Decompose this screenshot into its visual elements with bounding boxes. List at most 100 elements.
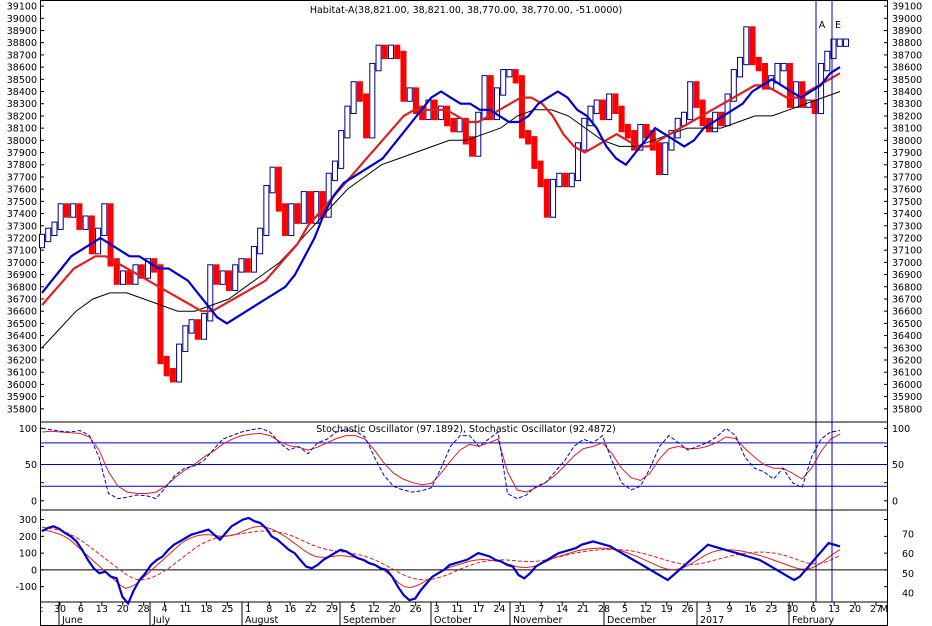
marker-label: E [835, 20, 841, 31]
x-tick-label: 31 [514, 604, 526, 615]
x-tick-label: 23 [765, 604, 777, 615]
price-bar [388, 44, 395, 60]
price-bar [263, 184, 270, 237]
y-tick-label-left: 38500 [7, 75, 37, 86]
y-tick-label-left: 39100 [7, 2, 37, 13]
y-tick-label-left: 100 [19, 549, 37, 560]
price-bar [836, 38, 843, 47]
x-tick-label: 13 [828, 604, 840, 615]
price-bar [88, 215, 95, 255]
y-tick-label-right: 36600 [892, 307, 922, 318]
price-bar [574, 142, 582, 182]
stochastic-fast-line [41, 427, 841, 500]
price-bar [412, 87, 419, 114]
price-bar [70, 203, 77, 218]
price-bar [188, 319, 195, 334]
y-tick-label-right: 39100 [892, 2, 922, 13]
x-tick-label: 21 [577, 604, 589, 615]
price-bar [244, 258, 251, 273]
y-tick-label-right: 38600 [892, 63, 922, 74]
y-tick-label-left: 300 [19, 515, 37, 526]
price-bar [543, 178, 550, 218]
x-tick-label: 3 [706, 604, 712, 615]
price-bar [338, 130, 345, 169]
y-tick-label-left: 38800 [7, 38, 37, 49]
x-tick-label: 30 [786, 604, 798, 615]
price-bar [550, 178, 557, 218]
x-tick-label: M [880, 604, 888, 615]
month-label: September [343, 615, 396, 626]
y-tick-label-left: 37900 [7, 148, 37, 159]
month-label: June [61, 615, 83, 626]
price-bar [169, 368, 176, 383]
y-tick-label-right: 35900 [892, 392, 922, 403]
price-bar [282, 203, 289, 237]
price-bar [437, 105, 444, 121]
price-bar [238, 258, 245, 273]
month-label: February [792, 615, 834, 626]
price-bar [680, 111, 687, 127]
y-tick-label-left: 38300 [7, 99, 37, 110]
price-bar [201, 313, 208, 340]
y-tick-label-left: 37000 [7, 258, 37, 269]
y-tick-label-right: 38700 [892, 50, 922, 61]
price-bar [176, 343, 183, 383]
y-tick-label-left: 50 [25, 460, 37, 471]
month-label: July [152, 615, 170, 626]
price-bar [730, 69, 737, 102]
month-label: October [434, 615, 472, 626]
month-label: August [245, 615, 279, 626]
y-tick-label-right: 38100 [892, 124, 922, 135]
month-label: December [607, 615, 656, 626]
price-bar [687, 81, 694, 121]
x-tick-label: 27 [870, 604, 882, 615]
y-tick-label-left: 38100 [7, 124, 37, 135]
price-bar [531, 136, 538, 169]
price-bar [749, 26, 756, 66]
y-tick-label-left: 38600 [7, 63, 37, 74]
price-bar [250, 245, 257, 273]
y-tick-label-left: 37400 [7, 209, 37, 220]
y-tick-label-right: 36500 [892, 319, 922, 330]
y-tick-label-right: 0 [892, 496, 898, 507]
y-tick-label-right: 100 [892, 424, 910, 435]
price-bar [537, 160, 544, 188]
y-tick-label-left: 36800 [7, 282, 37, 293]
x-tick-label: 16 [744, 604, 756, 615]
y-tick-label-left: 38000 [7, 136, 37, 147]
price-bar [157, 264, 164, 365]
price-bar [631, 130, 638, 151]
y-tick-label-left: 36100 [7, 368, 37, 379]
y-tick-label-left: 37600 [7, 185, 37, 196]
y-tick-label-left: 37100 [7, 246, 37, 257]
price-bar [761, 62, 768, 90]
x-tick-label: 26 [410, 604, 422, 615]
date-axis: :30 6 13 20 28 4 11 18 25 1 8 16 22 29 5 12 20 26 3 11 17 24 3… [40, 602, 888, 626]
price-bar [755, 56, 762, 72]
price-bar [45, 227, 52, 243]
y-tick-label-right: 36000 [892, 380, 922, 391]
y-tick-label-left: 35800 [7, 404, 37, 415]
price-bar [637, 123, 644, 151]
y-tick-label-left: 39000 [7, 14, 37, 25]
x-tick-label: 13 [96, 604, 108, 615]
x-tick-label: 29 [326, 604, 338, 615]
x-tick-label: 28 [138, 604, 150, 615]
x-tick-label: : [40, 604, 43, 615]
y-tick-label-right: 70 [902, 530, 914, 541]
y-tick-label-right: 38200 [892, 111, 922, 122]
price-bar [138, 264, 145, 279]
price-bar [724, 93, 731, 127]
y-tick-label-right: 37400 [892, 209, 922, 220]
y-tick-label-left: 37800 [7, 160, 37, 171]
price-bar [562, 172, 569, 188]
price-bar [506, 69, 513, 78]
price-chart-title: Habitat-A(38,821.00, 38,821.00, 38,770.0… [310, 5, 622, 16]
y-tick-label-right: 36800 [892, 282, 922, 293]
y-tick-label-right: 38300 [892, 99, 922, 110]
x-tick-label: 16 [284, 604, 296, 615]
price-bar [406, 87, 413, 102]
y-tick-label-left: 38700 [7, 50, 37, 61]
